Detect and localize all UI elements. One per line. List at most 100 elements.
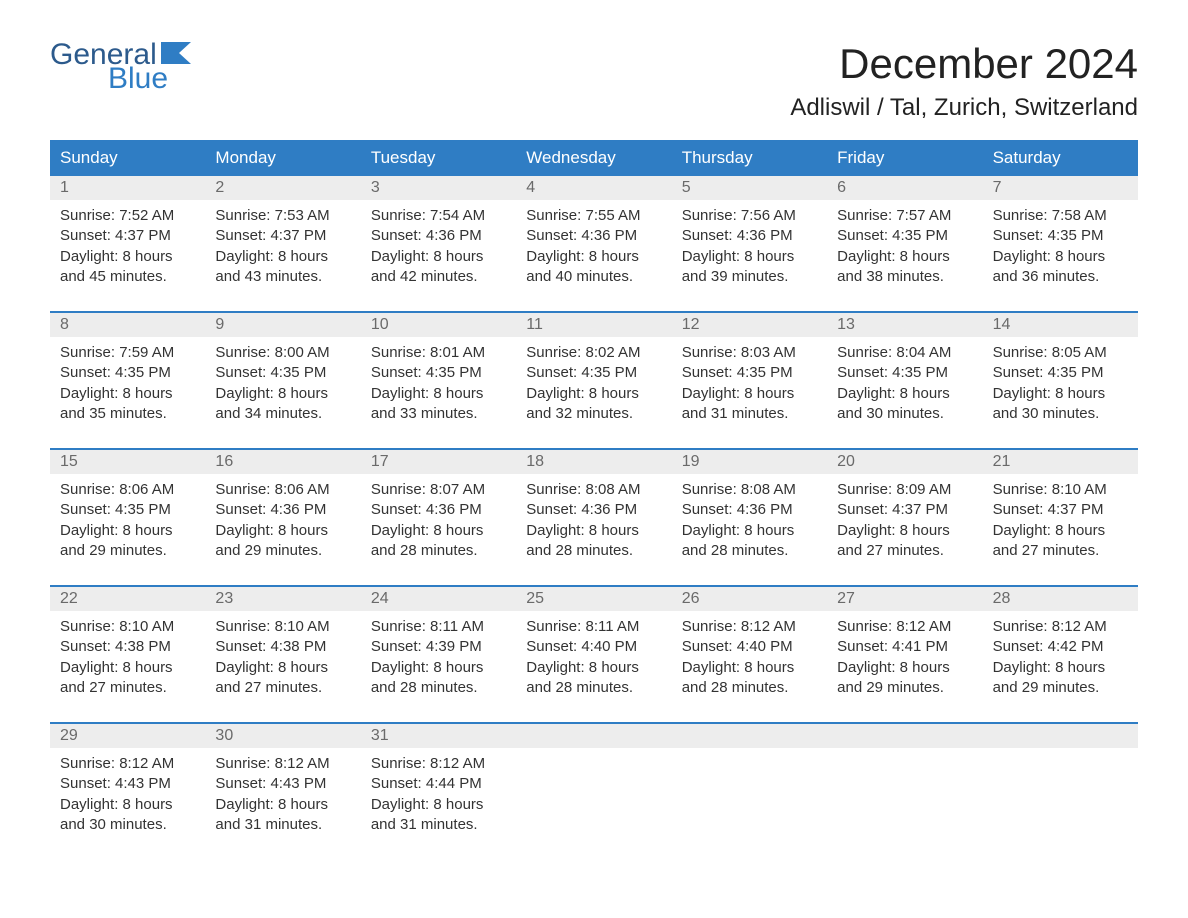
sunset-line: Sunset: 4:36 PM [371,226,506,246]
month-title: December 2024 [790,40,1138,88]
sunset-line: Sunset: 4:36 PM [371,500,506,520]
day-header-sunday: Sunday [50,140,205,176]
daylight-line-2: and 29 minutes. [60,541,195,561]
day-number: 2 [205,176,360,200]
daylight-line-1: Daylight: 8 hours [215,658,350,678]
day-number-row: 15161718192021 [50,450,1138,474]
sunrise-line: Sunrise: 8:12 AM [371,754,506,774]
day-number: 1 [50,176,205,200]
daylight-line-1: Daylight: 8 hours [215,384,350,404]
day-cell: Sunrise: 8:10 AMSunset: 4:37 PMDaylight:… [983,474,1138,571]
day-cell: Sunrise: 7:59 AMSunset: 4:35 PMDaylight:… [50,337,205,434]
day-number: 24 [361,587,516,611]
day-number-row: 1234567 [50,176,1138,200]
daylight-line-2: and 28 minutes. [682,541,817,561]
day-cell: Sunrise: 7:57 AMSunset: 4:35 PMDaylight:… [827,200,982,297]
day-body-row: Sunrise: 7:52 AMSunset: 4:37 PMDaylight:… [50,200,1138,297]
day-number: 14 [983,313,1138,337]
day-cell: Sunrise: 7:52 AMSunset: 4:37 PMDaylight:… [50,200,205,297]
sunrise-line: Sunrise: 8:00 AM [215,343,350,363]
day-cell: Sunrise: 7:54 AMSunset: 4:36 PMDaylight:… [361,200,516,297]
day-number: 22 [50,587,205,611]
sunset-line: Sunset: 4:37 PM [993,500,1128,520]
day-cell: Sunrise: 7:58 AMSunset: 4:35 PMDaylight:… [983,200,1138,297]
sunset-line: Sunset: 4:35 PM [682,363,817,383]
daylight-line-2: and 36 minutes. [993,267,1128,287]
day-cell: Sunrise: 8:11 AMSunset: 4:40 PMDaylight:… [516,611,671,708]
sunrise-line: Sunrise: 8:05 AM [993,343,1128,363]
sunset-line: Sunset: 4:36 PM [215,500,350,520]
day-cell: Sunrise: 8:06 AMSunset: 4:35 PMDaylight:… [50,474,205,571]
daylight-line-1: Daylight: 8 hours [526,247,661,267]
day-cell: Sunrise: 8:03 AMSunset: 4:35 PMDaylight:… [672,337,827,434]
sunrise-line: Sunrise: 7:53 AM [215,206,350,226]
daylight-line-1: Daylight: 8 hours [993,384,1128,404]
header: General Blue December 2024 Adliswil / Ta… [50,40,1138,122]
day-number: 11 [516,313,671,337]
week-row: 15161718192021Sunrise: 8:06 AMSunset: 4:… [50,448,1138,571]
sunrise-line: Sunrise: 8:07 AM [371,480,506,500]
sunrise-line: Sunrise: 7:56 AM [682,206,817,226]
day-cell: Sunrise: 8:11 AMSunset: 4:39 PMDaylight:… [361,611,516,708]
daylight-line-1: Daylight: 8 hours [993,247,1128,267]
day-number: 30 [205,724,360,748]
sunrise-line: Sunrise: 8:11 AM [371,617,506,637]
day-cell [516,748,671,845]
sunset-line: Sunset: 4:35 PM [215,363,350,383]
week-row: 891011121314Sunrise: 7:59 AMSunset: 4:35… [50,311,1138,434]
sunrise-line: Sunrise: 8:02 AM [526,343,661,363]
day-header-saturday: Saturday [983,140,1138,176]
daylight-line-1: Daylight: 8 hours [60,247,195,267]
daylight-line-2: and 33 minutes. [371,404,506,424]
day-number: 7 [983,176,1138,200]
daylight-line-1: Daylight: 8 hours [371,795,506,815]
sunset-line: Sunset: 4:37 PM [60,226,195,246]
sunrise-line: Sunrise: 7:59 AM [60,343,195,363]
week-row: 22232425262728Sunrise: 8:10 AMSunset: 4:… [50,585,1138,708]
day-cell: Sunrise: 8:12 AMSunset: 4:43 PMDaylight:… [50,748,205,845]
sunrise-line: Sunrise: 8:08 AM [526,480,661,500]
daylight-line-2: and 28 minutes. [526,541,661,561]
sunset-line: Sunset: 4:39 PM [371,637,506,657]
daylight-line-2: and 29 minutes. [215,541,350,561]
daylight-line-2: and 29 minutes. [993,678,1128,698]
daylight-line-2: and 28 minutes. [682,678,817,698]
daylight-line-1: Daylight: 8 hours [682,247,817,267]
daylight-line-2: and 30 minutes. [60,815,195,835]
sunset-line: Sunset: 4:43 PM [215,774,350,794]
day-cell: Sunrise: 8:12 AMSunset: 4:43 PMDaylight:… [205,748,360,845]
day-cell: Sunrise: 8:08 AMSunset: 4:36 PMDaylight:… [672,474,827,571]
day-number: 15 [50,450,205,474]
daylight-line-2: and 28 minutes. [371,678,506,698]
week-row: 1234567Sunrise: 7:52 AMSunset: 4:37 PMDa… [50,176,1138,297]
day-cell: Sunrise: 8:00 AMSunset: 4:35 PMDaylight:… [205,337,360,434]
day-cell: Sunrise: 8:10 AMSunset: 4:38 PMDaylight:… [205,611,360,708]
day-body-row: Sunrise: 8:10 AMSunset: 4:38 PMDaylight:… [50,611,1138,708]
sunset-line: Sunset: 4:44 PM [371,774,506,794]
sunset-line: Sunset: 4:35 PM [526,363,661,383]
sunset-line: Sunset: 4:35 PM [371,363,506,383]
day-cell: Sunrise: 8:10 AMSunset: 4:38 PMDaylight:… [50,611,205,708]
sunrise-line: Sunrise: 8:01 AM [371,343,506,363]
day-cell [983,748,1138,845]
day-number: 3 [361,176,516,200]
day-number: 8 [50,313,205,337]
daylight-line-1: Daylight: 8 hours [60,521,195,541]
day-cell: Sunrise: 8:04 AMSunset: 4:35 PMDaylight:… [827,337,982,434]
sunset-line: Sunset: 4:38 PM [215,637,350,657]
daylight-line-2: and 35 minutes. [60,404,195,424]
sunrise-line: Sunrise: 7:54 AM [371,206,506,226]
daylight-line-1: Daylight: 8 hours [682,658,817,678]
daylight-line-1: Daylight: 8 hours [371,521,506,541]
daylight-line-2: and 45 minutes. [60,267,195,287]
sunset-line: Sunset: 4:37 PM [837,500,972,520]
day-cell: Sunrise: 8:09 AMSunset: 4:37 PMDaylight:… [827,474,982,571]
day-header-row: Sunday Monday Tuesday Wednesday Thursday… [50,140,1138,176]
daylight-line-2: and 38 minutes. [837,267,972,287]
title-block: December 2024 Adliswil / Tal, Zurich, Sw… [790,40,1138,122]
sunset-line: Sunset: 4:40 PM [682,637,817,657]
daylight-line-2: and 31 minutes. [215,815,350,835]
location: Adliswil / Tal, Zurich, Switzerland [790,94,1138,122]
daylight-line-1: Daylight: 8 hours [993,521,1128,541]
sunset-line: Sunset: 4:37 PM [215,226,350,246]
